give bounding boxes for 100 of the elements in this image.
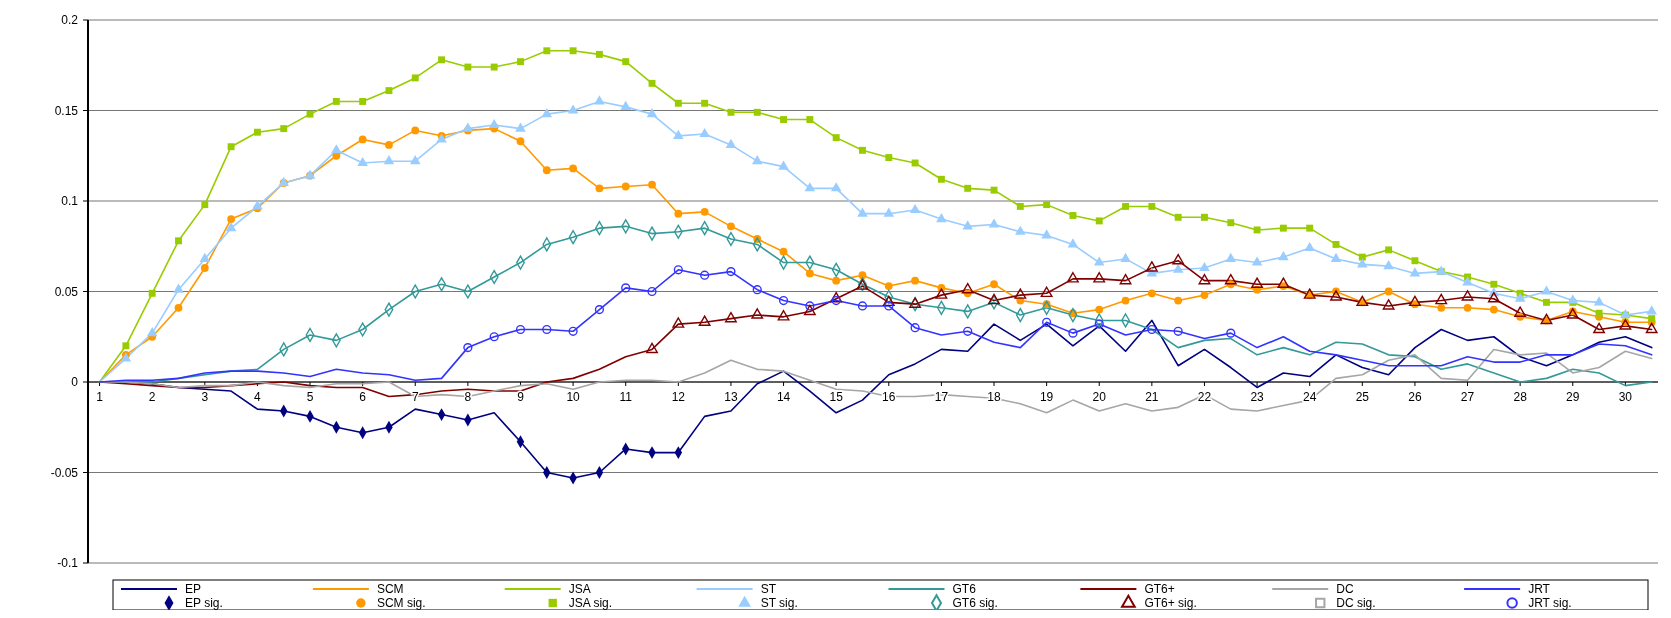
point bbox=[1041, 229, 1052, 239]
point bbox=[673, 129, 684, 139]
point bbox=[1648, 315, 1656, 323]
point bbox=[1567, 294, 1579, 304]
x-tick-label: 13 bbox=[724, 390, 738, 404]
point bbox=[1463, 303, 1472, 312]
point bbox=[1066, 272, 1079, 283]
point bbox=[1174, 296, 1183, 305]
x-tick-label: 23 bbox=[1250, 390, 1265, 404]
point bbox=[1093, 272, 1106, 283]
y-tick-label: 0.05 bbox=[54, 284, 79, 299]
point bbox=[698, 315, 711, 327]
line-series bbox=[98, 268, 1653, 383]
point bbox=[988, 293, 1000, 305]
point bbox=[672, 317, 685, 328]
legend-label: JSA bbox=[568, 582, 591, 596]
point bbox=[699, 127, 710, 138]
legend-label: SCM bbox=[376, 582, 404, 596]
point bbox=[227, 143, 235, 151]
point bbox=[122, 342, 130, 350]
x-tick-label: 4 bbox=[254, 390, 262, 404]
legend-label: DC bbox=[1336, 582, 1354, 596]
point bbox=[489, 332, 499, 342]
point bbox=[438, 56, 446, 64]
point bbox=[963, 326, 973, 336]
x-tick-label: 15 bbox=[829, 390, 844, 404]
point bbox=[1542, 298, 1550, 306]
point bbox=[1593, 296, 1605, 306]
point bbox=[515, 122, 526, 132]
point bbox=[779, 247, 788, 256]
point bbox=[700, 207, 709, 216]
point bbox=[383, 155, 395, 165]
point bbox=[646, 342, 658, 354]
point bbox=[516, 137, 525, 146]
x-tick-label: 18 bbox=[987, 390, 1002, 404]
point bbox=[830, 291, 843, 303]
point bbox=[464, 63, 472, 71]
point bbox=[541, 108, 553, 118]
point bbox=[1357, 258, 1368, 268]
point bbox=[1384, 287, 1393, 296]
point bbox=[1385, 246, 1393, 254]
point bbox=[727, 222, 735, 231]
point bbox=[411, 126, 420, 135]
point bbox=[1095, 305, 1104, 314]
point bbox=[357, 156, 368, 167]
point bbox=[1095, 217, 1103, 225]
point bbox=[409, 155, 421, 165]
point bbox=[1147, 289, 1156, 298]
point bbox=[463, 343, 473, 353]
y-tick-label: -0.05 bbox=[50, 465, 79, 480]
point bbox=[701, 99, 709, 107]
point bbox=[595, 50, 603, 58]
x-tick-label: 20 bbox=[1092, 390, 1107, 404]
point bbox=[621, 182, 630, 191]
point bbox=[1040, 286, 1053, 298]
point bbox=[1015, 225, 1026, 235]
point bbox=[385, 140, 393, 149]
x-tick-label: 30 bbox=[1618, 390, 1633, 404]
point bbox=[515, 324, 526, 335]
point bbox=[988, 218, 1000, 228]
point bbox=[935, 288, 948, 299]
point bbox=[910, 323, 920, 333]
point bbox=[148, 289, 156, 297]
point bbox=[753, 108, 761, 116]
point bbox=[1487, 291, 1500, 303]
point bbox=[542, 166, 551, 175]
point bbox=[937, 175, 945, 183]
point bbox=[569, 164, 578, 173]
point bbox=[673, 265, 683, 275]
point bbox=[594, 95, 605, 105]
x-tick-label: 21 bbox=[1145, 390, 1159, 404]
point bbox=[885, 154, 893, 162]
point bbox=[803, 304, 816, 316]
legend-label: GT6+ bbox=[1144, 582, 1175, 596]
point bbox=[883, 207, 895, 217]
point bbox=[1042, 317, 1052, 327]
point bbox=[411, 74, 419, 82]
point bbox=[1121, 296, 1130, 305]
point bbox=[1645, 322, 1658, 334]
point bbox=[1330, 290, 1342, 301]
point bbox=[857, 207, 868, 217]
point bbox=[805, 269, 814, 278]
x-tick-label: 22 bbox=[1197, 390, 1212, 404]
point bbox=[725, 138, 737, 148]
point bbox=[831, 295, 841, 306]
point bbox=[201, 201, 209, 209]
point bbox=[622, 58, 630, 66]
y-tick-label: -0.1 bbox=[57, 556, 79, 570]
y-tick-label: 0.2 bbox=[61, 13, 79, 27]
point bbox=[569, 47, 577, 55]
point bbox=[1251, 277, 1264, 288]
point bbox=[175, 237, 182, 245]
point bbox=[1147, 324, 1157, 335]
point bbox=[1411, 257, 1419, 265]
legend-label: JRT sig. bbox=[1528, 596, 1572, 610]
point bbox=[1408, 295, 1421, 307]
legend-label: SCM sig. bbox=[376, 596, 426, 610]
x-tick-label: 25 bbox=[1355, 390, 1370, 404]
point bbox=[780, 116, 788, 124]
point bbox=[280, 125, 288, 133]
